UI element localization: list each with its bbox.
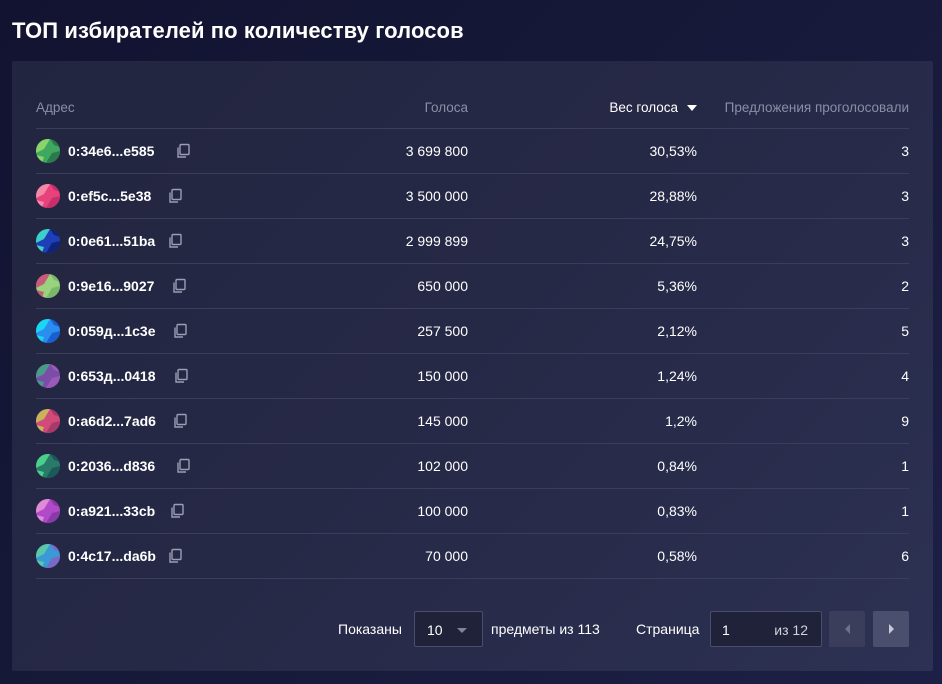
avatar — [36, 409, 60, 433]
chevron-right-icon — [888, 624, 894, 634]
proposals-count: 1 — [901, 503, 909, 519]
wallet-address[interactable]: 0:ef5c...5e38 — [68, 188, 152, 204]
votes-value: 150 000 — [417, 368, 468, 384]
votes-value: 102 000 — [417, 458, 468, 474]
table-row[interactable]: 0:059д...1c3e 257 500 2,12% 5 — [36, 309, 909, 354]
items-total-label: предметы из 113 — [491, 621, 600, 637]
copy-icon[interactable] — [169, 503, 185, 519]
copy-icon[interactable] — [172, 413, 188, 429]
table-header: Адрес Голоса Вес голоса Предложения прог… — [36, 97, 909, 129]
proposals-count: 6 — [901, 548, 909, 564]
avatar — [36, 139, 60, 163]
table-row[interactable]: 0:ef5c...5e38 3 500 000 28,88% 3 — [36, 174, 909, 219]
avatar — [36, 274, 60, 298]
avatar — [36, 544, 60, 568]
table-row[interactable]: 0:a6d2...7ad6 145 000 1,2% 9 — [36, 399, 909, 444]
copy-icon[interactable] — [167, 548, 183, 564]
proposals-count: 3 — [901, 143, 909, 159]
avatar — [36, 319, 60, 343]
weight-value: 30,53% — [649, 143, 697, 159]
wallet-address[interactable]: 0:0e61...51ba — [68, 233, 156, 249]
copy-icon[interactable] — [175, 143, 191, 159]
proposals-count: 4 — [901, 368, 909, 384]
copy-icon[interactable] — [171, 278, 187, 294]
copy-icon[interactable] — [167, 233, 183, 249]
column-header-proposals[interactable]: Предложения проголосовали — [724, 100, 909, 115]
voters-table-panel: Адрес Голоса Вес голоса Предложения прог… — [12, 61, 933, 671]
proposals-count: 5 — [901, 323, 909, 339]
weight-value: 1,2% — [665, 413, 697, 429]
copy-icon[interactable] — [175, 458, 191, 474]
avatar — [36, 364, 60, 388]
votes-value: 3 699 800 — [405, 143, 468, 159]
proposals-count: 1 — [901, 458, 909, 474]
weight-value: 0,58% — [657, 548, 697, 564]
table-row[interactable]: 0:0e61...51ba 2 999 899 24,75% 3 — [36, 219, 909, 264]
weight-value: 5,36% — [657, 278, 697, 294]
wallet-address[interactable]: 0:2036...d836 — [68, 458, 156, 474]
chevron-down-icon — [457, 628, 467, 633]
page-size-value: 10 — [427, 622, 443, 638]
previous-page-button[interactable] — [829, 611, 865, 647]
weight-value: 0,84% — [657, 458, 697, 474]
page-current-value: 1 — [722, 622, 730, 638]
column-header-weight-label: Вес голоса — [609, 100, 678, 115]
wallet-address[interactable]: 0:34e6...e585 — [68, 143, 155, 159]
table-row[interactable]: 0:2036...d836 102 000 0,84% 1 — [36, 444, 909, 489]
proposals-count: 9 — [901, 413, 909, 429]
column-header-address[interactable]: Адрес — [36, 100, 75, 115]
proposals-count: 3 — [901, 233, 909, 249]
votes-value: 650 000 — [417, 278, 468, 294]
table-row[interactable]: 0:34e6...e585 3 699 800 30,53% 3 — [36, 129, 909, 174]
weight-value: 28,88% — [649, 188, 697, 204]
wallet-address[interactable]: 0:a921...33cb — [68, 503, 156, 519]
page-title: ТОП избирателей по количеству голосов — [12, 18, 464, 43]
proposals-count: 3 — [901, 188, 909, 204]
avatar — [36, 454, 60, 478]
pagination-bar: Показаны 10 предметы из 113 Страница 1 и… — [12, 611, 933, 647]
weight-value: 0,83% — [657, 503, 697, 519]
page-label: Страница — [636, 621, 700, 637]
page-size-select[interactable]: 10 — [414, 611, 483, 647]
avatar — [36, 229, 60, 253]
column-header-weight[interactable]: Вес голоса — [609, 100, 697, 115]
chevron-left-icon — [844, 624, 850, 634]
avatar — [36, 499, 60, 523]
shown-label: Показаны — [338, 621, 402, 637]
votes-value: 257 500 — [417, 323, 468, 339]
weight-value: 2,12% — [657, 323, 697, 339]
votes-value: 100 000 — [417, 503, 468, 519]
votes-value: 145 000 — [417, 413, 468, 429]
weight-value: 1,24% — [657, 368, 697, 384]
sort-desc-icon — [687, 104, 697, 111]
table-row[interactable]: 0:4c17...da6b 70 000 0,58% 6 — [36, 534, 909, 579]
copy-icon[interactable] — [167, 188, 183, 204]
copy-icon[interactable] — [172, 323, 188, 339]
wallet-address[interactable]: 0:4c17...da6b — [68, 548, 156, 564]
table-body: 0:34e6...e585 3 699 800 30,53% 3 0:ef5c...5e… — [36, 129, 909, 579]
wallet-address[interactable]: 0:a6d2...7ad6 — [68, 413, 156, 429]
table-row[interactable]: 0:9e16...9027 650 000 5,36% 2 — [36, 264, 909, 309]
votes-value: 3 500 000 — [405, 188, 468, 204]
votes-value: 2 999 899 — [405, 233, 468, 249]
table-row[interactable]: 0:a921...33cb 100 000 0,83% 1 — [36, 489, 909, 534]
wallet-address[interactable]: 0:9e16...9027 — [68, 278, 155, 294]
page-number-input[interactable]: 1 из 12 — [710, 611, 822, 647]
copy-icon[interactable] — [173, 368, 189, 384]
wallet-address[interactable]: 0:653д...0418 — [68, 368, 156, 384]
avatar — [36, 184, 60, 208]
column-header-votes[interactable]: Голоса — [424, 100, 468, 115]
weight-value: 24,75% — [649, 233, 697, 249]
proposals-count: 2 — [901, 278, 909, 294]
table-row[interactable]: 0:653д...0418 150 000 1,24% 4 — [36, 354, 909, 399]
next-page-button[interactable] — [873, 611, 909, 647]
wallet-address[interactable]: 0:059д...1c3e — [68, 323, 156, 339]
votes-value: 70 000 — [425, 548, 468, 564]
page-total-label: из 12 — [774, 622, 808, 638]
